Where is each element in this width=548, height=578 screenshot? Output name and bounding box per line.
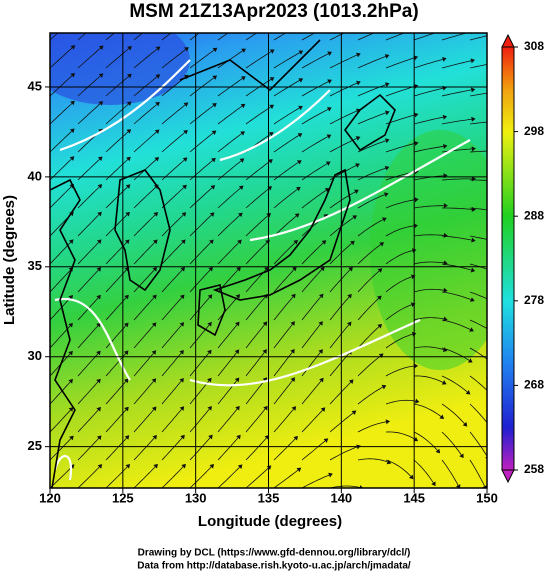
stream-arrow <box>526 241 531 246</box>
chart-title: MSM 21Z13Apr2023 (1013.2hPa) <box>129 1 418 22</box>
colorbar-extend <box>502 35 514 47</box>
stream-arrow <box>497 301 502 305</box>
stream-arrow <box>488 425 492 430</box>
stream-arrow <box>510 485 515 490</box>
colorbar-tick-label: 288 <box>524 208 544 222</box>
colorbar-extend <box>502 470 514 482</box>
stream-arrow <box>495 332 500 336</box>
stream-arrow <box>525 272 530 277</box>
credit: Data from http://database.rish.kyoto-u.a… <box>137 561 411 572</box>
y-tick-label: 30 <box>28 348 42 363</box>
colorbar-tick-label: 268 <box>524 378 544 392</box>
stream-arrow <box>356 25 361 30</box>
stream-arrow <box>491 394 496 399</box>
y-tick-label: 45 <box>28 78 42 93</box>
colorbar <box>502 47 514 470</box>
stream-arrow <box>527 61 531 66</box>
x-tick-label: 150 <box>476 490 498 505</box>
x-tick-label: 125 <box>112 490 134 505</box>
stream-arrow <box>515 426 519 431</box>
stream-arrow <box>270 22 275 26</box>
y-axis-label: Latitude (degrees) <box>1 195 18 325</box>
stream-arrow <box>442 28 447 33</box>
x-axis-label: Longitude (degrees) <box>198 513 342 530</box>
colorbar-tick-label: 298 <box>524 124 544 138</box>
stream-arrow <box>427 512 431 517</box>
colorbar-tick-label: 308 <box>524 39 544 53</box>
credit: Drawing by DCL (https://www.gfd-dennou.o… <box>138 548 411 559</box>
streamline <box>498 34 527 40</box>
stream-arrow <box>327 23 332 27</box>
stream-arrow <box>385 26 390 31</box>
stream-arrow <box>499 30 503 35</box>
stream-arrow <box>493 363 498 367</box>
x-tick-label: 135 <box>258 490 280 505</box>
x-tick-label: 140 <box>330 490 352 505</box>
stream-arrow <box>453 514 458 519</box>
stream-arrow <box>413 27 418 32</box>
x-tick-label: 130 <box>185 490 207 505</box>
stream-arrow <box>520 365 525 370</box>
x-tick-label: 145 <box>403 490 425 505</box>
streamline <box>498 488 510 516</box>
stream-arrow <box>522 334 527 338</box>
stream-arrow <box>528 150 532 155</box>
stream-arrow <box>528 90 532 95</box>
stream-arrow <box>528 180 532 185</box>
stream-arrow <box>71 17 76 22</box>
y-tick-label: 40 <box>28 168 42 183</box>
colorbar-tick-label: 278 <box>524 293 544 307</box>
stream-arrow <box>527 31 531 36</box>
stream-arrow <box>404 509 408 514</box>
streamline <box>358 488 384 502</box>
stream-arrow <box>382 501 387 506</box>
stream-arrow <box>480 514 485 519</box>
stream-arrow <box>299 23 304 27</box>
y-tick-label: 25 <box>28 438 42 453</box>
y-tick-label: 35 <box>28 258 42 273</box>
stream-arrow <box>517 395 522 400</box>
stream-arrow <box>99 18 104 22</box>
streamline <box>442 488 455 515</box>
colorbar-tick-label: 258 <box>524 462 544 476</box>
cold-region <box>30 15 190 105</box>
x-tick-label: 120 <box>39 490 61 505</box>
stream-arrow <box>508 515 513 520</box>
